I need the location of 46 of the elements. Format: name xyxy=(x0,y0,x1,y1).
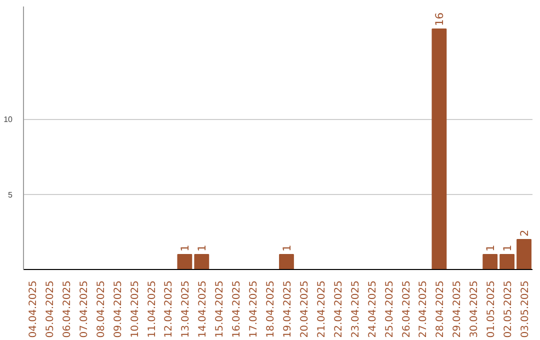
data-label: 16 xyxy=(433,12,446,26)
x-tick-label: 17.04.2025 xyxy=(248,280,260,338)
x-tick-label: 21.04.2025 xyxy=(316,280,328,338)
x-tick-label: 02.05.2025 xyxy=(503,280,514,338)
x-tick-label: 24.04.2025 xyxy=(367,280,378,338)
x-tick-label: 09.04.2025 xyxy=(112,280,124,338)
y-tick-label: 10 xyxy=(4,115,14,124)
x-tick-label: 20.04.2025 xyxy=(299,280,310,338)
data-label: 1 xyxy=(196,244,209,252)
bar xyxy=(482,254,498,270)
x-tick-label: 23.04.2025 xyxy=(350,280,362,338)
x-tick-label: 14.04.2025 xyxy=(198,280,209,338)
y-tick-label: 5 xyxy=(8,190,14,200)
x-tick-label: 11.04.2025 xyxy=(146,280,158,338)
x-tick-label: 06.04.2025 xyxy=(62,280,73,338)
x-tick-label: 13.04.2025 xyxy=(180,280,192,338)
x-tick-label: 15.04.2025 xyxy=(214,280,226,338)
bar xyxy=(177,254,192,270)
x-tick-label: 08.04.2025 xyxy=(96,280,107,338)
x-tick-label: 01.05.2025 xyxy=(486,280,498,338)
x-tick-label: 16.04.2025 xyxy=(232,280,243,338)
bar xyxy=(516,238,532,270)
bar xyxy=(194,254,210,270)
x-tick-label: 12.04.2025 xyxy=(164,280,175,338)
x-tick-label: 27.04.2025 xyxy=(418,280,430,338)
x-tick-label: 07.04.2025 xyxy=(78,280,90,338)
x-tick-label: 22.04.2025 xyxy=(333,280,344,338)
x-tick-label: 19.04.2025 xyxy=(282,280,294,338)
x-tick-label: 04.04.2025 xyxy=(28,280,39,338)
data-label: 1 xyxy=(501,244,514,252)
x-tick-label: 25.04.2025 xyxy=(384,280,396,338)
x-tick-label: 10.04.2025 xyxy=(130,280,141,338)
data-label: 1 xyxy=(280,244,294,252)
bar xyxy=(432,28,447,270)
x-tick-label: 18.04.2025 xyxy=(266,280,277,338)
x-tick-label: 05.04.2025 xyxy=(44,280,56,338)
data-label: 2 xyxy=(518,230,532,236)
bar xyxy=(500,254,515,270)
x-tick-label: 03.05.2025 xyxy=(520,280,532,338)
x-tick-label: 26.04.2025 xyxy=(401,280,412,338)
x-tick-label: 29.04.2025 xyxy=(452,280,464,338)
bar xyxy=(279,254,294,270)
x-tick-label: 28.04.2025 xyxy=(435,280,446,338)
x-tick-label: 30.04.2025 xyxy=(469,280,480,338)
data-label: 1 xyxy=(484,244,498,252)
data-label: 1 xyxy=(178,244,192,252)
